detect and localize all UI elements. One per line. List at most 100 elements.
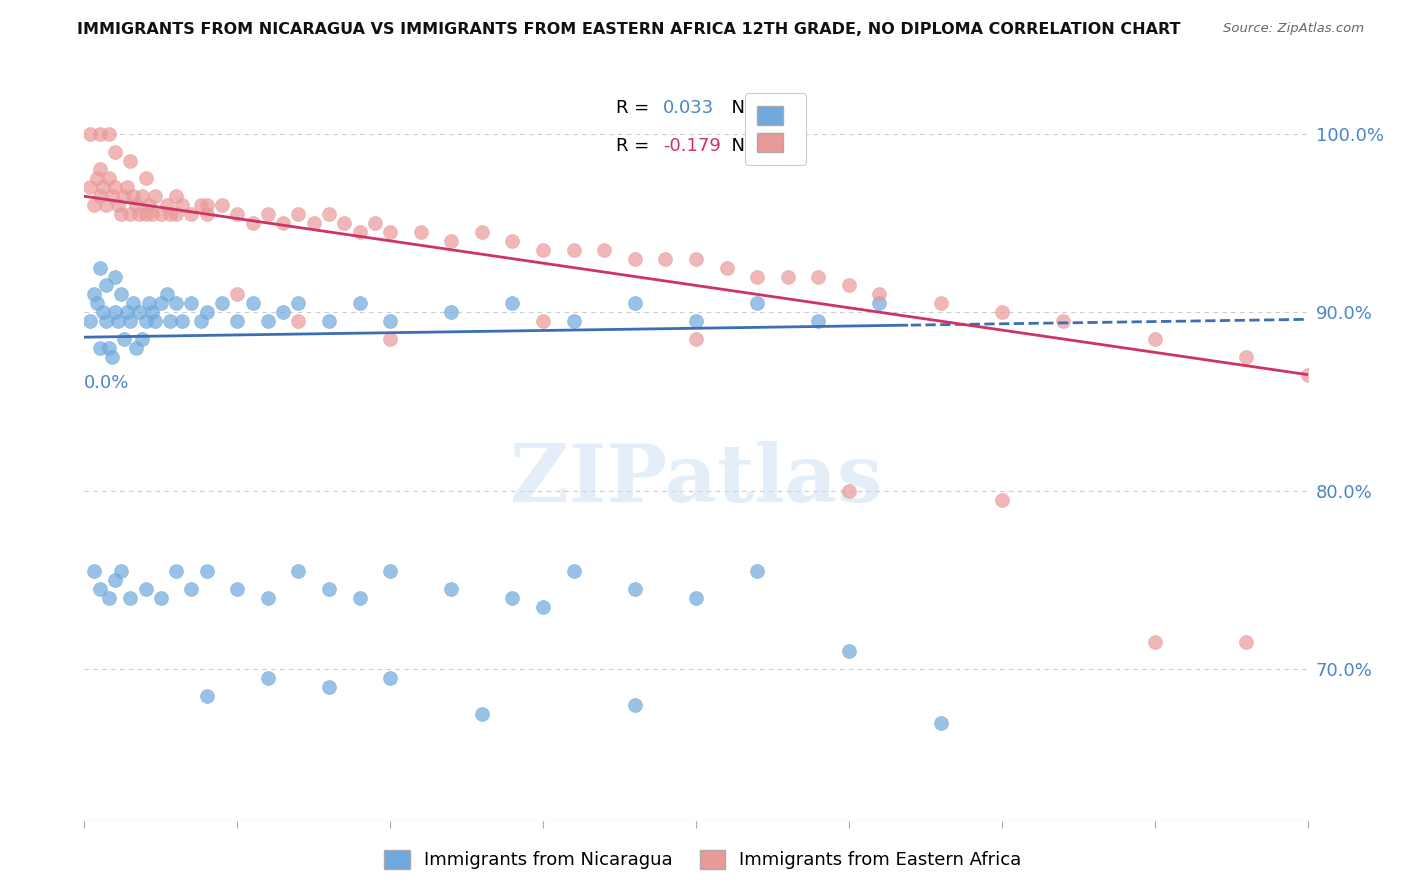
Point [869, 296, 891, 310]
Point [838, 483, 860, 498]
Point [1236, 350, 1258, 364]
Point [195, 564, 218, 578]
Point [83, 287, 105, 301]
Point [135, 582, 157, 596]
Point [380, 314, 402, 328]
Text: -0.179: -0.179 [664, 137, 721, 155]
Point [195, 305, 218, 319]
Point [257, 591, 280, 605]
Point [120, 314, 142, 328]
Text: 0.0%: 0.0% [84, 375, 129, 392]
Text: R =: R = [616, 137, 655, 155]
Point [747, 564, 769, 578]
Text: N =: N = [720, 99, 772, 117]
Point [242, 296, 264, 310]
Point [226, 314, 249, 328]
Point [471, 706, 494, 721]
Point [195, 198, 218, 212]
Point [135, 207, 157, 221]
Point [89, 341, 111, 355]
Point [138, 296, 160, 310]
Point [257, 207, 280, 221]
Point [141, 207, 163, 221]
Point [94, 314, 117, 328]
Point [318, 680, 340, 694]
Point [149, 591, 172, 605]
Point [89, 582, 111, 596]
Point [380, 332, 402, 346]
Point [747, 269, 769, 284]
Point [120, 591, 142, 605]
Point [122, 296, 145, 310]
Point [79, 314, 101, 328]
Point [593, 243, 616, 257]
Point [112, 332, 135, 346]
Point [94, 278, 117, 293]
Point [120, 207, 142, 221]
Point [211, 198, 233, 212]
Point [180, 582, 202, 596]
Point [776, 269, 799, 284]
Point [165, 296, 187, 310]
Text: IMMIGRANTS FROM NICARAGUA VS IMMIGRANTS FROM EASTERN AFRICA 12TH GRADE, NO DIPLO: IMMIGRANTS FROM NICARAGUA VS IMMIGRANTS … [77, 22, 1181, 37]
Point [1296, 368, 1319, 382]
Point [838, 278, 860, 293]
Point [141, 305, 163, 319]
Point [143, 314, 166, 328]
Point [149, 296, 172, 310]
Point [128, 207, 150, 221]
Point [502, 234, 524, 248]
Point [531, 314, 554, 328]
Point [122, 189, 145, 203]
Point [159, 314, 181, 328]
Point [195, 689, 218, 703]
Point [83, 198, 105, 212]
Point [86, 171, 108, 186]
Point [869, 287, 891, 301]
Point [685, 252, 707, 266]
Point [287, 296, 309, 310]
Point [110, 207, 132, 221]
Point [131, 332, 153, 346]
Point [83, 564, 105, 578]
Point [89, 127, 111, 141]
Point [471, 225, 494, 239]
Point [502, 591, 524, 605]
Point [318, 582, 340, 596]
Point [747, 296, 769, 310]
Point [624, 582, 647, 596]
Point [120, 153, 142, 168]
Point [271, 216, 294, 230]
Point [1236, 635, 1258, 649]
Point [135, 314, 157, 328]
Point [104, 269, 127, 284]
Text: 0.033: 0.033 [664, 99, 714, 117]
Point [380, 671, 402, 685]
Point [685, 591, 707, 605]
Point [138, 198, 160, 212]
Point [1052, 314, 1074, 328]
Point [624, 698, 647, 712]
Legend: Immigrants from Nicaragua, Immigrants from Eastern Africa: Immigrants from Nicaragua, Immigrants fr… [375, 840, 1031, 879]
Point [110, 287, 132, 301]
Point [143, 189, 166, 203]
Point [226, 287, 249, 301]
Point [1143, 332, 1166, 346]
Point [97, 127, 120, 141]
Point [929, 715, 952, 730]
Point [190, 198, 212, 212]
Point [97, 341, 120, 355]
Point [624, 252, 647, 266]
Point [991, 492, 1014, 507]
Point [440, 582, 463, 596]
Text: N =: N = [720, 137, 772, 155]
Point [94, 198, 117, 212]
Point [318, 314, 340, 328]
Text: 82: 82 [758, 137, 780, 155]
Point [125, 198, 148, 212]
Point [257, 671, 280, 685]
Point [287, 207, 309, 221]
Point [562, 243, 585, 257]
Point [226, 207, 249, 221]
Point [128, 305, 150, 319]
